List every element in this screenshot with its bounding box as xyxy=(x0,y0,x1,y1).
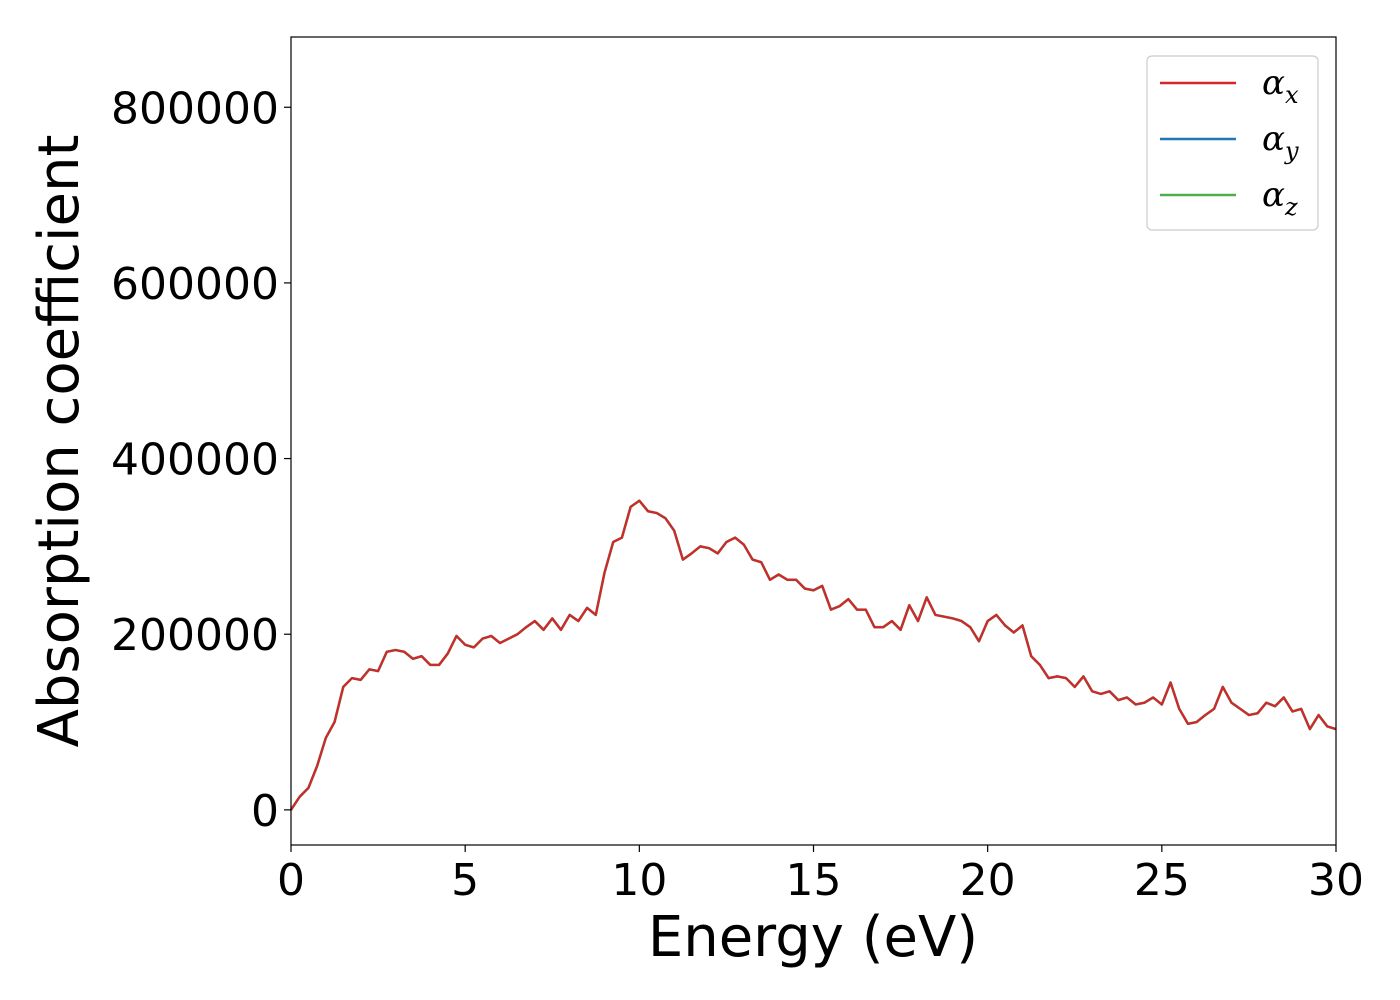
x-tick-label: 0 xyxy=(277,855,305,906)
y-tick-label: 600000 xyxy=(111,259,279,310)
x-tick-label: 5 xyxy=(451,855,479,906)
x-tick-label: 25 xyxy=(1134,855,1190,906)
y-axis-label: Absorption coefficient xyxy=(27,135,92,748)
x-tick-label: 20 xyxy=(960,855,1016,906)
legend-box xyxy=(1146,55,1319,231)
y-tick-label: 400000 xyxy=(111,435,279,486)
y-tick-label: 200000 xyxy=(111,610,279,661)
x-tick-label: 30 xyxy=(1308,855,1364,906)
legend-subscript: z xyxy=(1284,193,1298,221)
x-tick-label: 15 xyxy=(786,855,842,906)
legend-symbol: α xyxy=(1262,119,1285,159)
y-tick-label: 0 xyxy=(251,786,279,837)
y-tick-label: 800000 xyxy=(111,83,279,134)
legend-label-x: αx xyxy=(1262,63,1299,109)
legend-label-y: αy xyxy=(1262,119,1299,165)
x-axis-ticks: 0 5 10 15 20 25 30 xyxy=(277,845,1364,906)
legend-label-z: αz xyxy=(1262,175,1298,221)
legend-subscript: y xyxy=(1284,137,1299,165)
legend-symbol: α xyxy=(1262,175,1285,215)
x-axis-label: Energy (eV) xyxy=(648,905,978,970)
y-axis-ticks: 0 200000 400000 600000 800000 xyxy=(111,83,291,837)
legend-symbol: α xyxy=(1262,63,1285,103)
series-line-x xyxy=(290,499,1337,811)
series-layer xyxy=(289,499,1337,811)
x-tick-label: 10 xyxy=(611,855,667,906)
legend-subscript: x xyxy=(1285,81,1299,109)
